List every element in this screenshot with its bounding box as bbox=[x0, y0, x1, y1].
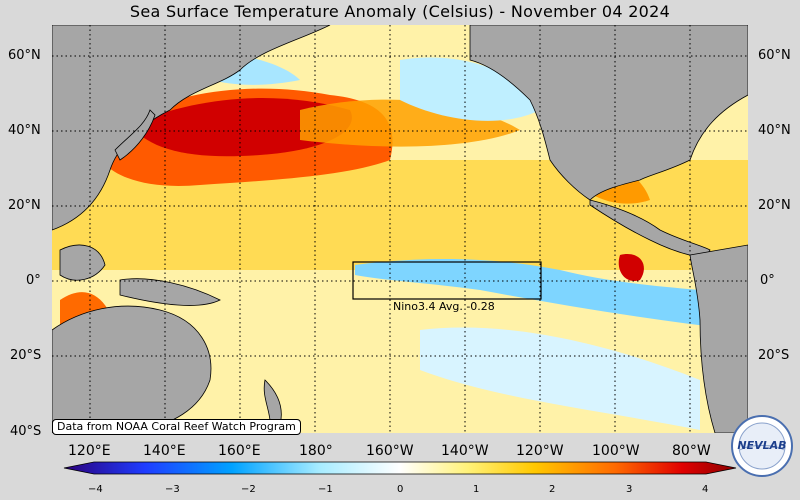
lon-label-180: 180° bbox=[299, 443, 333, 459]
lat-label-40n-left: 40°N bbox=[8, 123, 41, 138]
north-pacific-hot-core bbox=[130, 98, 352, 157]
colorbar-tick: −4 bbox=[88, 484, 103, 495]
lon-label-100w: 100°W bbox=[592, 443, 640, 459]
lat-label-eq-right: 0° bbox=[760, 273, 775, 288]
lat-label-40n-right: 40°N bbox=[758, 123, 791, 138]
nino34-box bbox=[352, 261, 542, 300]
colorbar-tick: 3 bbox=[626, 484, 633, 495]
gulf-of-alaska-cool-anomaly bbox=[400, 57, 540, 121]
lat-label-20n-right: 20°N bbox=[758, 198, 791, 213]
nino34-average-label: Nino3.4 Avg. -0.28 bbox=[393, 300, 495, 313]
colorbar-tick: −2 bbox=[241, 484, 256, 495]
lon-label-120w: 120°W bbox=[516, 443, 564, 459]
lat-label-20n-left: 20°N bbox=[8, 198, 41, 213]
lon-label-140w: 140°W bbox=[441, 443, 489, 459]
svg-text:NEVLAB: NEVLAB bbox=[737, 439, 786, 452]
lat-label-eq-left: 0° bbox=[26, 273, 41, 288]
map-title: Sea Surface Temperature Anomaly (Celsius… bbox=[129, 2, 671, 21]
colorbar-tick: −3 bbox=[165, 484, 180, 495]
lon-label-160w: 160°W bbox=[366, 443, 414, 459]
colorbar-tick: 2 bbox=[549, 484, 556, 495]
nevlab-logo: NEVLAB bbox=[731, 415, 793, 477]
colorbar-tick: 0 bbox=[397, 484, 404, 495]
map-content bbox=[52, 25, 748, 433]
colorbar-tick: 4 bbox=[702, 484, 709, 495]
lon-label-80w: 80°W bbox=[672, 443, 711, 459]
landmasses bbox=[52, 25, 748, 433]
lat-label-60n-right: 60°N bbox=[758, 48, 791, 63]
colorbar-tick: 1 bbox=[473, 484, 480, 495]
colorbar-tick: −1 bbox=[318, 484, 333, 495]
lat-label-20s-left: 20°S bbox=[10, 348, 42, 363]
lat-label-40s-left: 40°S bbox=[10, 424, 42, 439]
lat-label-20s-right: 20°S bbox=[758, 348, 790, 363]
data-credit: Data from NOAA Coral Reef Watch Program bbox=[52, 419, 301, 435]
graticule bbox=[52, 25, 748, 433]
lon-label-160e: 160°E bbox=[218, 443, 261, 459]
lon-label-140e: 140°E bbox=[143, 443, 186, 459]
lon-label-120e: 120°E bbox=[68, 443, 111, 459]
colorbar bbox=[63, 461, 737, 475]
lat-label-60n-left: 60°N bbox=[8, 48, 41, 63]
equatorial-cold-tongue bbox=[355, 258, 740, 330]
